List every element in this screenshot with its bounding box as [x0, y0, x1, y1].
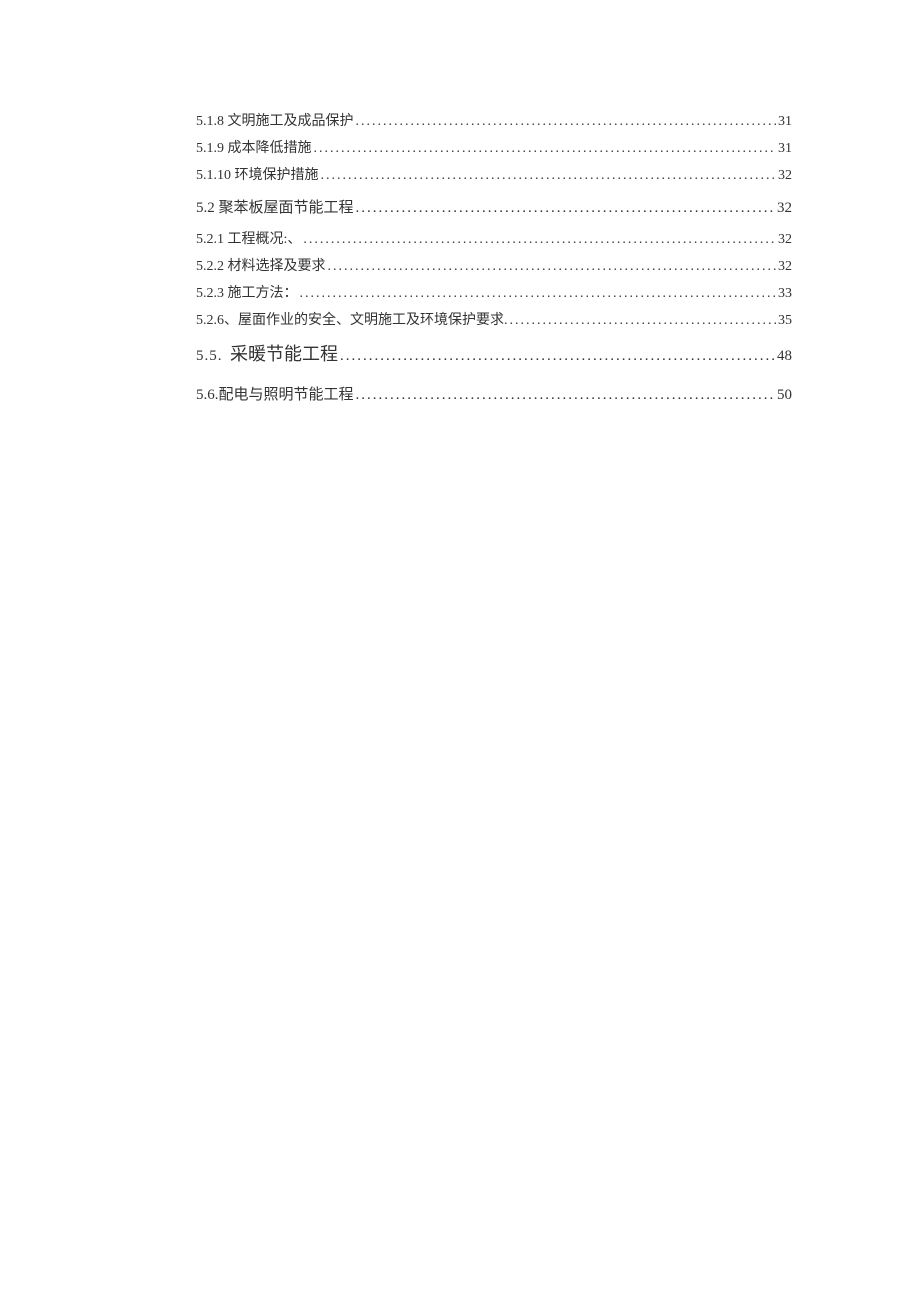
toc-leader-dots: ........................................… — [300, 280, 777, 307]
toc-leader-dots: ........................................… — [356, 380, 775, 411]
toc-page-number: 35 — [778, 307, 792, 334]
toc-leader-dots: ........................................… — [321, 162, 777, 189]
toc-label-prefix: 5.5. — [196, 348, 223, 364]
toc-leader-dots: ........................................… — [356, 108, 777, 135]
toc-entry: 5.1.10 环境保护措施...........................… — [196, 162, 792, 189]
toc-entry: 5.2.6、屋面作业的安全、文明施工及环境保护要求...............… — [196, 307, 792, 334]
toc-container: 5.1.8 文明施工及成品保护.........................… — [0, 0, 920, 411]
toc-page-number: 32 — [778, 253, 792, 280]
toc-page-number: 50 — [777, 380, 792, 411]
toc-entry: 5.6.配电与照明节能工程...........................… — [196, 380, 792, 411]
toc-label: 5.5. 采暖节能工程 — [196, 336, 338, 374]
toc-leader-dots: ........................................… — [303, 226, 776, 253]
toc-label: 5.2.2 材料选择及要求 — [196, 253, 326, 280]
toc-leader-dots: ........................................… — [510, 307, 777, 334]
toc-label: 5.2.3 施工方法： — [196, 280, 298, 307]
toc-page-number: 32 — [778, 226, 792, 253]
toc-label: 5.1.8 文明施工及成品保护 — [196, 108, 354, 135]
toc-leader-dots: ........................................… — [314, 135, 777, 162]
toc-entry: 5.2.1 工程概况:、............................… — [196, 226, 792, 253]
toc-entry: 5.1.8 文明施工及成品保护.........................… — [196, 108, 792, 135]
toc-leader-dots: ........................................… — [340, 338, 775, 374]
toc-entry: 5.2.3 施工方法：.............................… — [196, 280, 792, 307]
toc-page-number: 32 — [777, 193, 792, 224]
toc-label: 5.1.9 成本降低措施 — [196, 135, 312, 162]
toc-entry: 5.1.9 成本降低措施............................… — [196, 135, 792, 162]
toc-leader-dots: ........................................… — [328, 253, 777, 280]
toc-label: 5.2 聚苯板屋面节能工程 — [196, 193, 354, 224]
toc-page-number: 48 — [777, 338, 792, 374]
toc-page-number: 31 — [778, 108, 792, 135]
toc-label: 5.2.1 工程概况:、 — [196, 226, 301, 253]
toc-label: 5.1.10 环境保护措施 — [196, 162, 319, 189]
toc-leader-dots: ........................................… — [356, 193, 775, 224]
toc-page-number: 31 — [778, 135, 792, 162]
toc-label: 5.6.配电与照明节能工程 — [196, 380, 354, 411]
toc-label-main: 采暖节能工程 — [230, 344, 338, 364]
toc-page-number: 33 — [778, 280, 792, 307]
toc-label: 5.2.6、屋面作业的安全、文明施工及环境保护要求. — [196, 307, 508, 334]
toc-entry: 5.5. 采暖节能工程.............................… — [196, 336, 792, 374]
toc-entry: 5.2 聚苯板屋面节能工程...........................… — [196, 193, 792, 224]
toc-page-number: 32 — [778, 162, 792, 189]
toc-entry: 5.2.2 材料选择及要求...........................… — [196, 253, 792, 280]
